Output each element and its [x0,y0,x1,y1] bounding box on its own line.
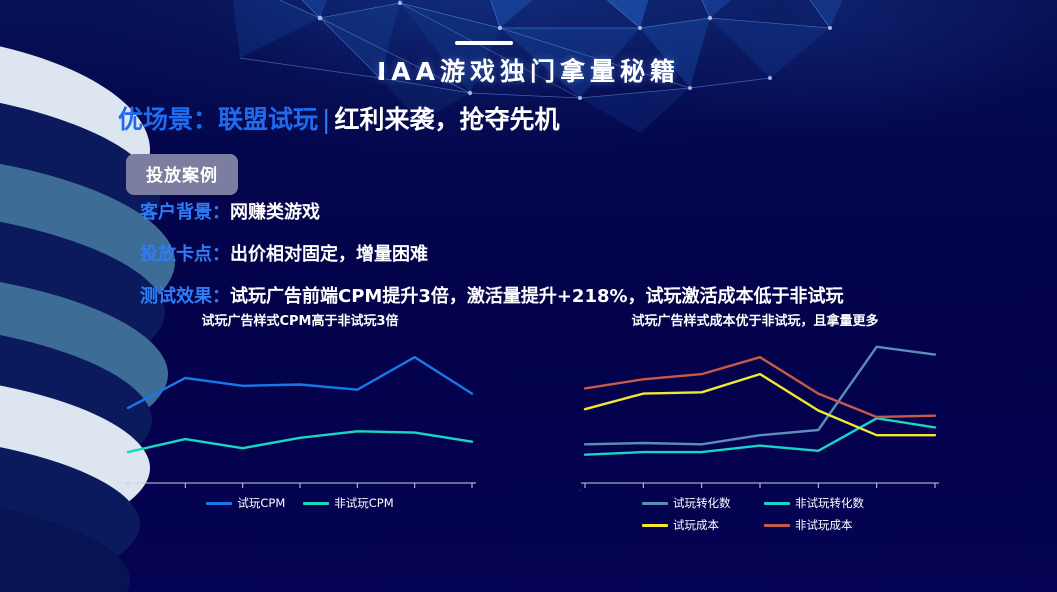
x-axis-tick-label: 2021-05-23 [425,489,474,491]
bullet-item: 客户背景：网赚类游戏 [140,198,1020,224]
bullet-value: 网赚类游戏 [230,202,320,223]
bullet-item: 测试效果：试玩广告前端CPM提升3倍，激活量提升+218%，试玩激活成本低于非试… [140,282,1020,308]
x-axis-tick-label: 2021-05-22 [830,489,879,491]
legend-swatch-icon [206,501,233,505]
chart-left: 试玩广告样式CPM高于非试玩3倍 2021-05-172021-05-18202… [110,310,490,511]
chart-right: 试玩广告样式成本优于非试玩，且拿量更多 2021-05-17 2021-05-18… [555,310,955,533]
legend-item[interactable]: 试玩转化数 [642,495,746,511]
title-rule [455,41,513,45]
x-axis-tick-label: 2021-05-19 [655,489,704,491]
chart-left-legend: 试玩CPM 非试玩CPM [110,495,490,511]
x-axis-tick-label: 2021-05-18 [139,489,188,491]
section-badge: 投放案例 [126,154,238,195]
bullet-item: 投放卡点：出价相对固定，增量困难 [140,240,1020,266]
bullet-label: 客户背景： [140,202,230,223]
legend-label: 非试玩成本 [795,518,853,532]
legend-swatch-icon [764,523,790,527]
legend-label: 非试玩CPM [334,496,394,510]
chart-right-plot: 2021-05-17 2021-05-18 2021-05-19 2021-05-20… [555,345,939,491]
subtitle-highlight: 优场景：联盟试玩 [118,105,319,134]
legend-swatch-icon [764,501,790,505]
bullet-label: 投放卡点： [140,244,230,265]
legend-swatch-icon [642,523,668,527]
legend-swatch-icon [642,501,668,505]
chart-right-title: 试玩广告样式成本优于非试玩，且拿量更多 [631,314,879,329]
chart-left-title: 试玩广告样式CPM高于非试玩3倍 [201,314,399,329]
x-axis-tick-label: 2021-05-17 [555,489,587,491]
x-axis-tick-label: 2021-05-23 [888,489,937,491]
chart-right-legend: 试玩转化数 非试玩转化数试玩成本 非试玩成本 [630,495,880,533]
bullet-label: 测试效果： [140,286,230,307]
chart-left-plot: 2021-05-17 2021-05-18 2021-05-19 2021-05-20… [110,356,476,491]
bullet-value: 出价相对固定，增量困难 [230,244,428,265]
subtitle-rest: 红利来袭，抢夺先机 [334,105,560,134]
subtitle-separator: | [322,105,331,134]
legend-item[interactable]: 试玩CPM [206,495,285,511]
legend-item[interactable]: 非试玩成本 [764,517,868,533]
subtitle: 优场景：联盟试玩 | 红利来袭，抢夺先机 [118,100,559,136]
legend-item[interactable]: 非试玩CPM [303,495,394,511]
legend-label: 非试玩转化数 [795,496,864,510]
x-axis-tick-label: 2021-05-22 [368,489,417,491]
legend-item[interactable]: 试玩成本 [642,517,746,533]
x-axis-tick-label: 2021-05-17 [110,489,130,491]
x-axis-tick-label: 2021-05-21 [772,489,821,491]
legend-label: 试玩转化数 [673,496,731,510]
x-axis-tick-label: 2021-05-21 [311,489,360,491]
x-axis-tick-label: 2021-05-19 [196,489,245,491]
bullet-list: 客户背景：网赚类游戏 投放卡点：出价相对固定，增量困难 测试效果：试玩广告前端C… [140,198,1020,324]
x-axis-tick-label: 2021-05-20 [713,489,762,491]
page-title: IAA游戏独门拿量秘籍 [377,57,680,86]
legend-label: 试玩成本 [673,518,719,532]
legend-label: 试玩CPM [237,496,286,510]
legend-swatch-icon [303,501,330,505]
x-axis-tick-label: 2021-05-18 [597,489,646,491]
x-axis-tick-label: 2021-05-20 [253,489,302,491]
legend-item[interactable]: 非试玩转化数 [764,495,868,511]
bullet-value: 试玩广告前端CPM提升3倍，激活量提升+218%，试玩激活成本低于非试玩 [230,286,844,307]
